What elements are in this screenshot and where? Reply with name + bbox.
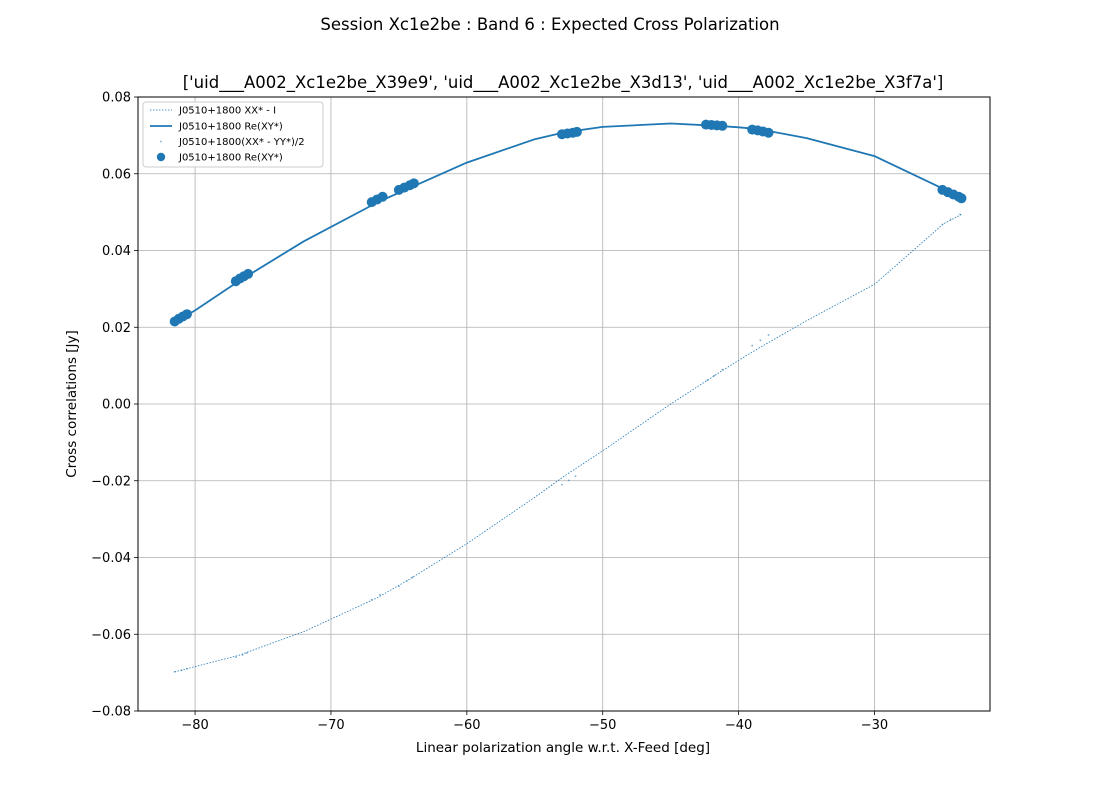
y-tick-label: 0.04 (102, 244, 131, 259)
chart-title: ['uid___A002_Xc1e2be_X39e9', 'uid___A002… (183, 73, 944, 93)
data-point-xx-minus-yy-half (721, 368, 724, 371)
data-point-xx-minus-yy-half (759, 339, 762, 342)
data-point-xx-minus-yy-half (397, 585, 400, 588)
legend-label-re-xy-line: J0510+1800 Re(XY*) (178, 122, 283, 133)
data-marker-re-xy (763, 127, 774, 138)
data-point-xx-minus-yy-half (959, 213, 962, 216)
legend-label-xx-minus-yy-half: J0510+1800(XX* - YY*)/2 (178, 137, 305, 148)
data-marker-re-xy (571, 126, 582, 137)
data-marker-re-xy (243, 268, 254, 279)
y-tick-label: −0.06 (91, 628, 131, 643)
data-point-xx-minus-yy-half (751, 344, 754, 347)
series-line-re-xy (174, 122, 962, 324)
data-point-xx-minus-yy-half (706, 379, 709, 382)
data-point-xx-minus-yy-half (406, 580, 408, 582)
data-point-xx-minus-yy-half (241, 654, 244, 656)
data-point-xx-minus-yy-half (561, 483, 563, 486)
data-point-xx-minus-yy-half (234, 656, 237, 659)
data-marker-re-xy (181, 309, 192, 320)
axis-ticks: −80 −70 −60 −50 −40 −30 −0.08 −0.06 −0.04 −0.02 0.… (91, 91, 888, 734)
data-marker-re-xy (717, 120, 728, 131)
legend-swatch-point (160, 140, 162, 143)
data-marker-re-xy (408, 178, 419, 189)
x-tick-label: −30 (861, 718, 888, 733)
data-point-xx-minus-yy-half (713, 374, 716, 377)
data-point-xx-minus-yy-half (567, 479, 570, 482)
x-tick-label: −50 (589, 718, 616, 733)
legend: J0510+1800 XX* - I J0510+1800 Re(XY*) J0… (142, 101, 324, 168)
legend-label-xx-minus-i: J0510+1800 XX* - I (178, 106, 276, 117)
y-tick-label: −0.02 (91, 474, 131, 489)
data-marker-re-xy (377, 191, 388, 202)
data-point-xx-minus-yy-half (173, 670, 176, 673)
y-tick-label: 0.08 (102, 91, 131, 106)
figure-suptitle: Session Xc1e2be : Band 6 : Expected Cros… (320, 15, 779, 34)
series-line-xx-minus-i (174, 214, 962, 673)
y-tick-label: 0.02 (102, 321, 131, 336)
data-point-xx-minus-yy-half (245, 652, 248, 654)
y-tick-label: 0.00 (102, 398, 131, 413)
data-marker-re-xy (956, 193, 967, 204)
x-axis-label: Linear polarization angle w.r.t. X-Feed … (416, 740, 710, 756)
x-tick-label: −40 (725, 718, 752, 733)
data-point-xx-minus-yy-half (941, 223, 944, 226)
data-point-xx-minus-yy-half (180, 669, 183, 672)
data-point-xx-minus-yy-half (767, 334, 770, 336)
y-tick-label: −0.04 (91, 551, 131, 566)
data-point-xx-minus-yy-half (574, 475, 577, 478)
plot-data (169, 119, 967, 673)
legend-label-re-xy-markers: J0510+1800 Re(XY*) (178, 153, 283, 164)
data-point-xx-minus-yy-half (186, 667, 188, 670)
legend-box (142, 101, 324, 168)
data-point-xx-minus-yy-half (370, 598, 373, 601)
y-tick-label: 0.06 (102, 167, 131, 182)
x-tick-label: −70 (317, 718, 344, 733)
legend-swatch-marker (156, 152, 166, 162)
x-tick-label: −80 (181, 718, 208, 733)
y-tick-label: −0.08 (91, 705, 131, 720)
data-point-xx-minus-yy-half (411, 576, 414, 579)
data-point-xx-minus-yy-half (949, 218, 952, 221)
x-tick-label: −60 (453, 718, 480, 733)
data-point-xx-minus-yy-half (378, 593, 381, 596)
y-axis-label: Cross correlations [Jy] (64, 330, 80, 478)
